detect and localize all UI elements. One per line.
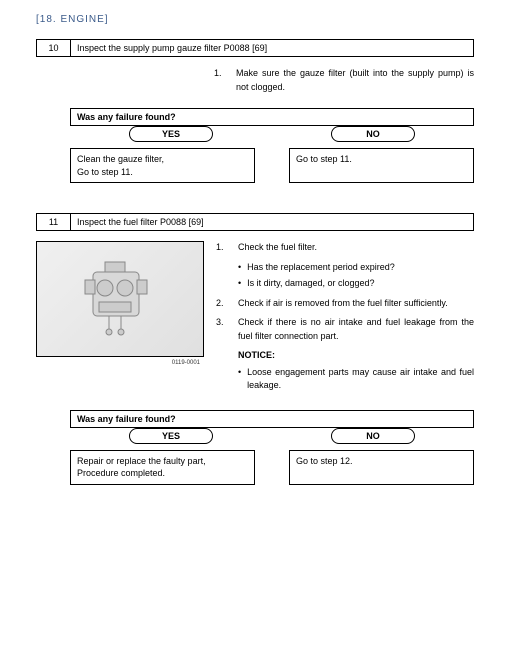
pump-illustration-icon xyxy=(65,254,175,344)
step-11-header: 11 Inspect the fuel filter P0088 [69] xyxy=(36,213,474,231)
result-line: Repair or replace the faulty part, xyxy=(77,455,248,468)
notice-label: NOTICE: xyxy=(238,349,474,363)
step-11-content: 0119-0001 1. Check the fuel filter. Has … xyxy=(36,241,474,396)
step-11-no-result: Go to step 12. xyxy=(289,450,474,485)
page-header: [18. ENGINE] xyxy=(36,14,474,25)
list-text: Check the fuel filter. xyxy=(238,241,474,255)
step-11-yes-result: Repair or replace the faulty part, Proce… xyxy=(70,450,255,485)
result-line: Go to step 11. xyxy=(296,153,467,166)
list-number: 1. xyxy=(214,67,226,94)
step-10-content: 1. Make sure the gauze filter (built int… xyxy=(214,67,474,94)
result-line: Clean the gauze filter, xyxy=(77,153,248,166)
step-10-results: Clean the gauze filter, Go to step 11. G… xyxy=(70,148,474,183)
result-line: Go to step 11. xyxy=(77,166,248,179)
bullet-item: Is it dirty, damaged, or clogged? xyxy=(238,277,474,291)
list-number: 3. xyxy=(216,316,228,343)
list-number: 1. xyxy=(216,241,228,255)
list-text: Check if air is removed from the fuel fi… xyxy=(238,297,474,311)
step-10-yn-row: YES NO xyxy=(70,126,474,142)
step-10-yes-result: Clean the gauze filter, Go to step 11. xyxy=(70,148,255,183)
step-10-question: Was any failure found? xyxy=(70,108,474,126)
fuel-filter-image: 0119-0001 xyxy=(36,241,204,357)
list-text: Check if there is no air intake and fuel… xyxy=(238,316,474,343)
step-10-title: Inspect the supply pump gauze filter P00… xyxy=(71,40,473,56)
step-10-header: 10 Inspect the supply pump gauze filter … xyxy=(36,39,474,57)
step-10-number: 10 xyxy=(37,40,71,56)
step-11-results: Repair or replace the faulty part, Proce… xyxy=(70,450,474,485)
list-text: Make sure the gauze filter (built into t… xyxy=(236,67,474,94)
step-11-question: Was any failure found? xyxy=(70,410,474,428)
result-line: Go to step 12. xyxy=(296,455,467,468)
no-pill: NO xyxy=(331,428,415,444)
list-number: 2. xyxy=(216,297,228,311)
step-11-yn-row: YES NO xyxy=(70,428,474,444)
bullet-item: Has the replacement period expired? xyxy=(238,261,474,275)
step-11-title: Inspect the fuel filter P0088 [69] xyxy=(71,214,473,230)
yes-pill: YES xyxy=(129,126,213,142)
yes-pill: YES xyxy=(129,428,213,444)
image-caption: 0119-0001 xyxy=(172,360,200,366)
image-placeholder xyxy=(37,242,203,356)
notice-bullet: Loose engagement parts may cause air int… xyxy=(238,366,474,393)
step-11-number: 11 xyxy=(37,214,71,230)
step-10-no-result: Go to step 11. xyxy=(289,148,474,183)
step-11-text: 1. Check the fuel filter. Has the replac… xyxy=(216,241,474,396)
no-pill: NO xyxy=(331,126,415,142)
result-line: Procedure completed. xyxy=(77,467,248,480)
